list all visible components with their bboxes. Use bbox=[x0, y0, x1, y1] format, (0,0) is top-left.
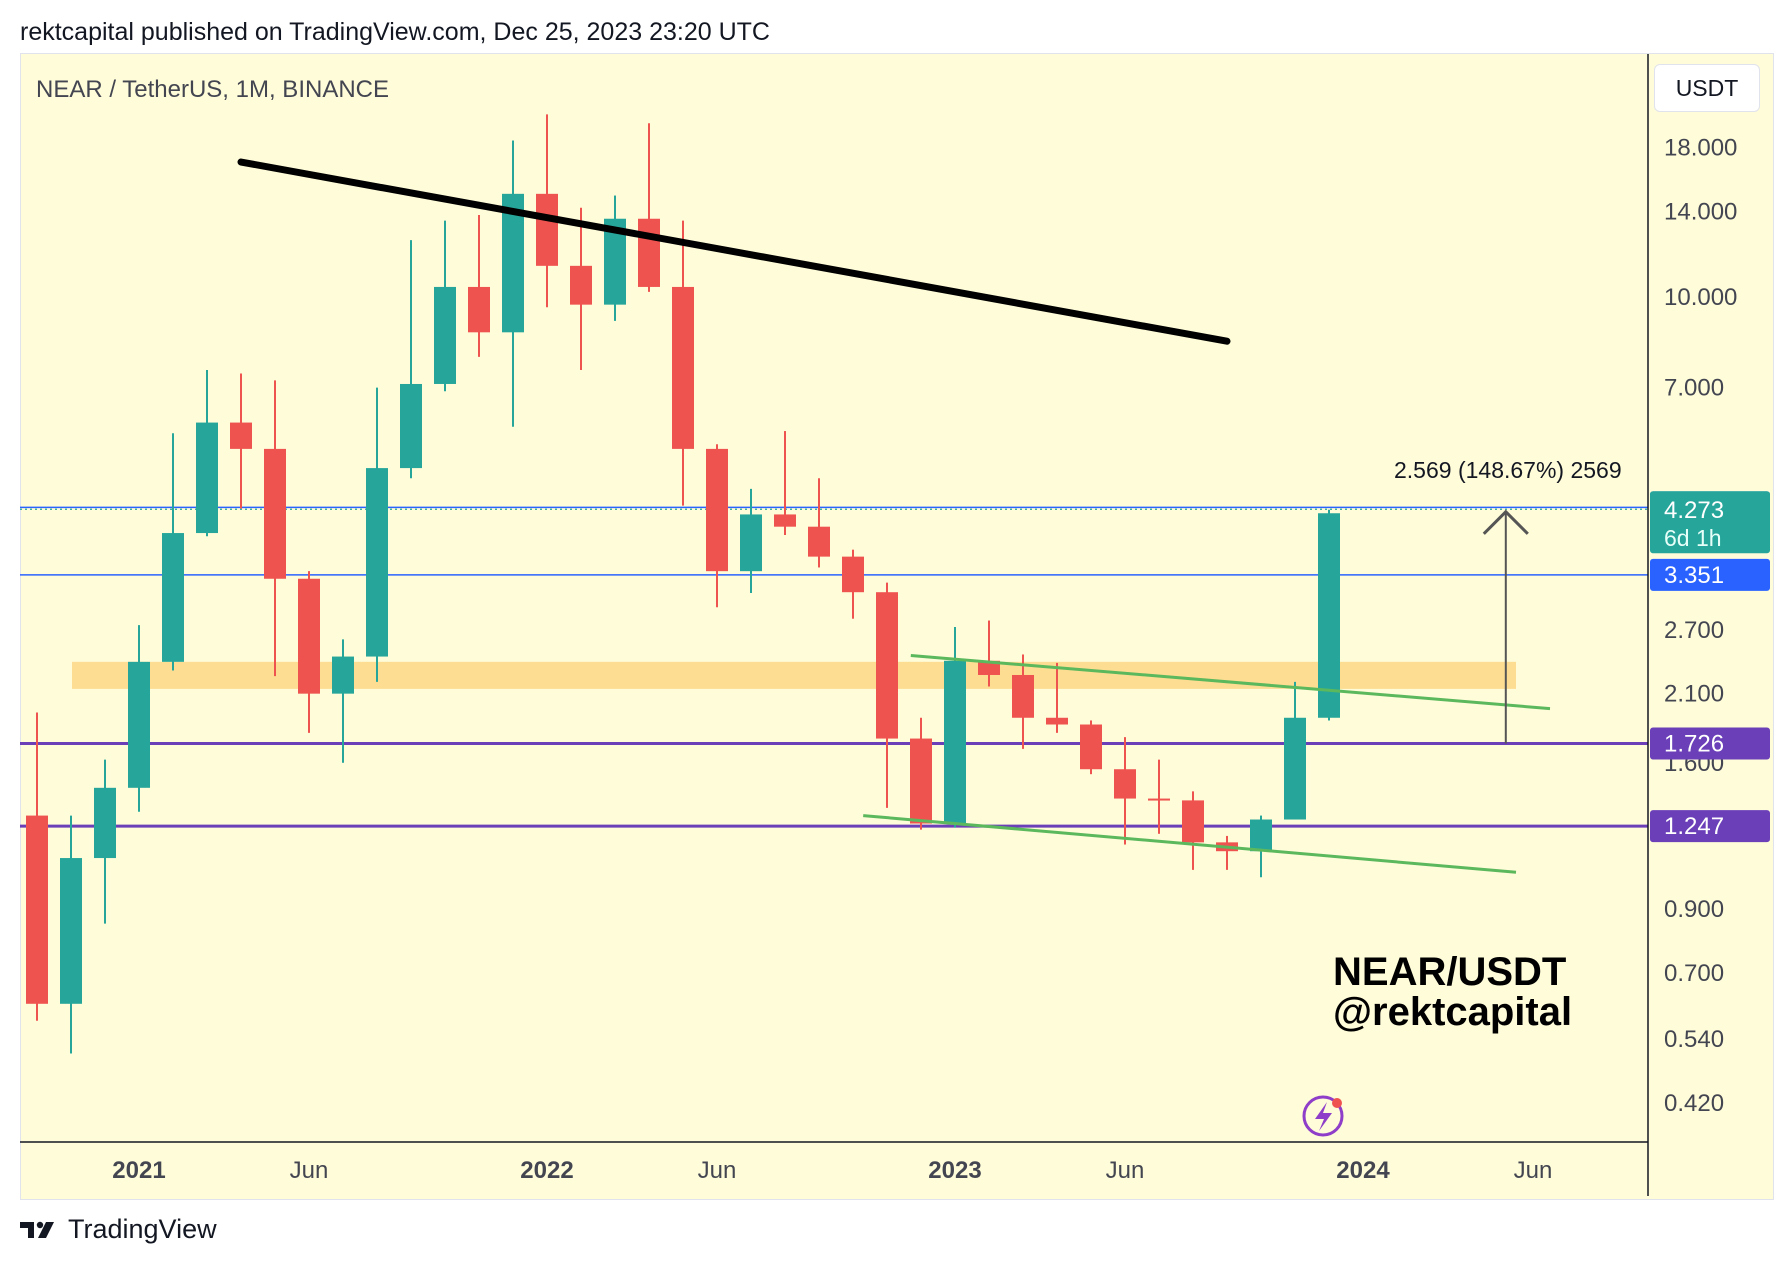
candle-body[interactable] bbox=[400, 383, 422, 469]
candle-body[interactable] bbox=[1012, 674, 1034, 718]
publisher-header: rektcapital published on TradingView.com… bbox=[20, 18, 770, 46]
candle-body[interactable] bbox=[808, 526, 830, 557]
x-tick-label: 2022 bbox=[520, 1157, 573, 1184]
level-3-351-tag[interactable] bbox=[1650, 558, 1770, 591]
candle-body[interactable] bbox=[128, 661, 150, 788]
candle-body[interactable] bbox=[366, 468, 388, 657]
level-1-247-tag[interactable] bbox=[1650, 810, 1770, 843]
countdown-label: 6d 1h bbox=[1664, 525, 1722, 551]
candle-body[interactable] bbox=[740, 514, 762, 572]
candle-body[interactable] bbox=[774, 514, 796, 527]
candle-body[interactable] bbox=[162, 533, 184, 662]
lightning-badge-icon[interactable] bbox=[1302, 1095, 1344, 1137]
candle-body[interactable] bbox=[1182, 800, 1204, 843]
tradingview-footer[interactable]: TradingView bbox=[20, 1214, 217, 1245]
support-zone bbox=[72, 661, 1516, 689]
watermark-line: @rektcapital bbox=[1333, 990, 1572, 1034]
candle-body[interactable] bbox=[60, 858, 82, 1004]
candle-body[interactable] bbox=[706, 448, 728, 572]
measure-arrow-head bbox=[1482, 509, 1529, 535]
candle-body[interactable] bbox=[1114, 769, 1136, 799]
x-tick-label: 2021 bbox=[112, 1157, 165, 1184]
y-tick-label: 0.700 bbox=[1664, 960, 1724, 987]
downtrend-resistance-line[interactable] bbox=[237, 158, 1231, 345]
lightning-bolt-icon bbox=[1315, 1102, 1332, 1131]
candle-body[interactable] bbox=[332, 656, 354, 694]
candle-body[interactable] bbox=[1318, 513, 1340, 718]
level-3-351-tag-label: 3.351 bbox=[1664, 562, 1724, 589]
channel-upper-line[interactable] bbox=[910, 654, 1551, 711]
x-tick-label: Jun bbox=[290, 1157, 329, 1184]
watermark-line: NEAR/USDT bbox=[1333, 950, 1566, 994]
candle-body[interactable] bbox=[978, 660, 1000, 675]
y-tick-label: 2.700 bbox=[1664, 617, 1724, 644]
channel-lower-line[interactable] bbox=[863, 814, 1517, 874]
x-tick-label: Jun bbox=[1106, 1157, 1145, 1184]
candle-body[interactable] bbox=[672, 286, 694, 449]
candle-body[interactable] bbox=[1284, 717, 1306, 820]
candle-body[interactable] bbox=[638, 218, 660, 287]
currency-button[interactable]: USDT bbox=[1654, 64, 1760, 112]
candle-body[interactable] bbox=[1148, 798, 1170, 801]
candle-body[interactable] bbox=[944, 660, 966, 824]
level-1-247-tag-label: 1.247 bbox=[1664, 813, 1724, 840]
candle-body[interactable] bbox=[1046, 717, 1068, 725]
candle-body[interactable] bbox=[1080, 724, 1102, 770]
x-tick-label: 2024 bbox=[1336, 1157, 1390, 1184]
candle-body[interactable] bbox=[230, 422, 252, 449]
candle-body[interactable] bbox=[298, 578, 320, 694]
candle-body[interactable] bbox=[604, 218, 626, 305]
price-axis-background bbox=[1649, 54, 1772, 1142]
y-tick-label: 0.540 bbox=[1664, 1026, 1724, 1053]
level-1-726-tag-label: 1.726 bbox=[1664, 731, 1724, 758]
measure-label: 2.569 (148.67%) 2569 bbox=[1394, 457, 1622, 483]
candle-body[interactable] bbox=[842, 556, 864, 593]
tradingview-logo-icon bbox=[20, 1220, 60, 1240]
candle-body[interactable] bbox=[570, 265, 592, 305]
x-tick-label: Jun bbox=[1514, 1157, 1553, 1184]
candle-body[interactable] bbox=[1250, 819, 1272, 852]
last-price-tag[interactable] bbox=[1650, 491, 1770, 554]
candle-body[interactable] bbox=[94, 787, 116, 859]
y-tick-label: 0.900 bbox=[1664, 896, 1724, 923]
y-tick-label: 2.100 bbox=[1664, 681, 1724, 708]
candle-body[interactable] bbox=[468, 286, 490, 333]
tradingview-brand: TradingView bbox=[68, 1214, 217, 1244]
candle-body[interactable] bbox=[26, 815, 48, 1004]
y-tick-label: 10.000 bbox=[1664, 284, 1737, 311]
notification-dot-icon bbox=[1332, 1098, 1342, 1108]
last-price-label: 4.273 bbox=[1664, 497, 1724, 524]
level-1-726-tag[interactable] bbox=[1650, 727, 1770, 760]
y-tick-label: 7.000 bbox=[1664, 375, 1724, 402]
candle-body[interactable] bbox=[264, 448, 286, 579]
candle-body[interactable] bbox=[196, 422, 218, 534]
y-tick-label: 14.000 bbox=[1664, 198, 1737, 225]
candle-body[interactable] bbox=[502, 193, 524, 333]
x-tick-label: Jun bbox=[698, 1157, 737, 1184]
candle-body[interactable] bbox=[536, 193, 558, 266]
candle-body[interactable] bbox=[434, 286, 456, 384]
y-tick-label: 18.000 bbox=[1664, 134, 1737, 161]
candle-body[interactable] bbox=[876, 592, 898, 739]
chart-title: NEAR / TetherUS, 1M, BINANCE bbox=[36, 76, 389, 103]
y-tick-label: 0.420 bbox=[1664, 1090, 1724, 1117]
x-tick-label: 2023 bbox=[928, 1157, 981, 1184]
candle-body[interactable] bbox=[910, 738, 932, 824]
